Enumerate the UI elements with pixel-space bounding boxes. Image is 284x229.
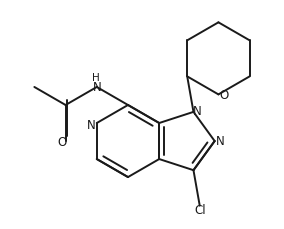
Text: N: N xyxy=(93,81,102,94)
Text: H: H xyxy=(92,73,99,83)
Text: N: N xyxy=(216,134,225,147)
Text: O: O xyxy=(57,135,66,148)
Text: N: N xyxy=(193,105,202,118)
Text: O: O xyxy=(220,89,229,101)
Text: N: N xyxy=(87,119,95,131)
Text: Cl: Cl xyxy=(194,203,206,216)
